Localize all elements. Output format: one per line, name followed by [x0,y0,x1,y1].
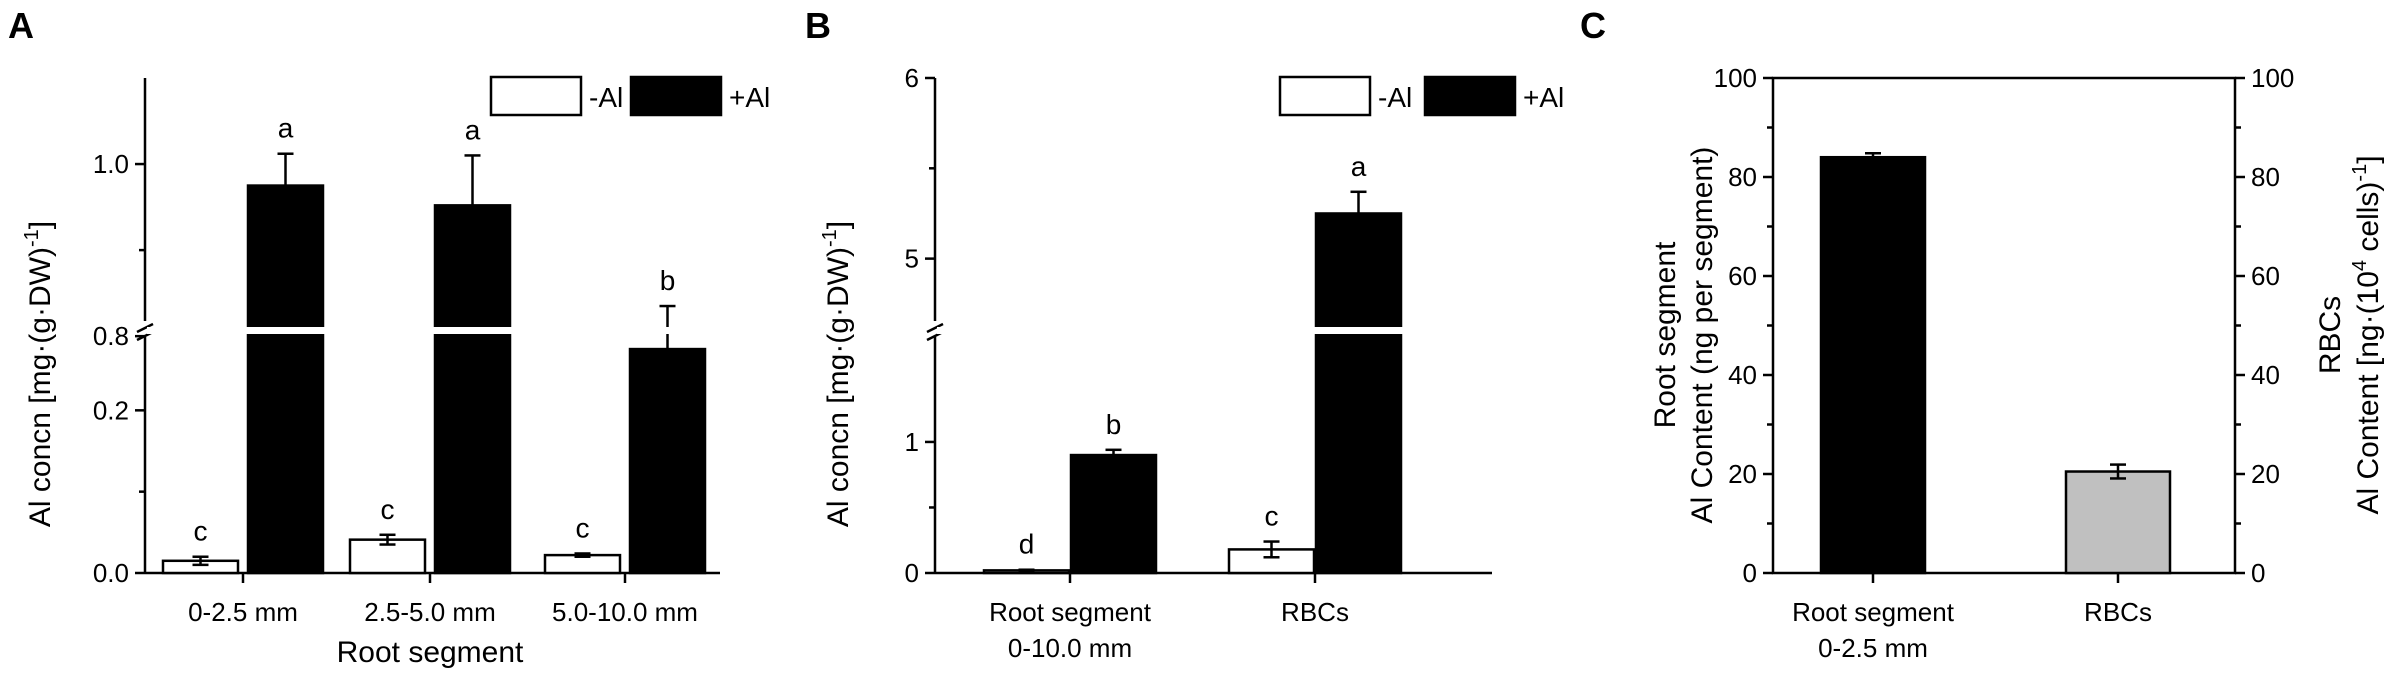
panel-letter-b: B [805,5,831,46]
x-tick-label: Root segment [1792,597,1955,627]
y-tick-label: 60 [1728,261,1757,291]
y-tick-label-right: 0 [2251,558,2265,588]
legend-swatch [1278,75,1372,117]
legend-label: +Al [1523,82,1564,113]
panel-a: Al concn [mg·(g·DW)-1] Root segment [21,221,524,669]
panel-b-y-axis-label: Al concn [mg·(g·DW)-1] [819,221,855,527]
x-tick-sublabel: 0-10.0 mm [1008,633,1132,663]
bar [2064,470,2172,575]
x-tick-label: RBCs [1281,597,1349,627]
legend-swatch [1423,75,1517,117]
bar [246,184,325,575]
significance-letter: b [660,265,676,296]
x-tick-sublabel: 0-2.5 mm [1818,633,1928,663]
axis-break-band [147,327,722,334]
x-tick-label: RBCs [2084,597,2152,627]
legend-swatch [629,75,723,117]
y-tick-label: 20 [1728,459,1757,489]
significance-letter: c [576,512,590,543]
chart-marks: 0.0 0.2 0.8 1.0 0-2.5 mm c a 2.5-5.0 mm c a 5.0-10… [93,63,2295,663]
x-tick-label: 0-2.5 mm [188,597,298,627]
axis-break-band [937,327,1494,334]
bar [628,347,707,575]
significance-letter: a [465,114,481,145]
significance-letter: c [194,516,208,547]
legend-swatch [489,75,583,117]
axis-break-mark [926,322,944,334]
bar [1069,453,1158,575]
y-tick-label-right: 80 [2251,162,2280,192]
significance-letter: c [381,494,395,525]
y-tick-label: 100 [1714,63,1757,93]
x-tick-label: 5.0-10.0 mm [552,597,698,627]
x-tick-label: 2.5-5.0 mm [364,597,496,627]
x-tick-label: Root segment [989,597,1152,627]
y-tick-label: 0 [905,558,919,588]
panel-c-y-axis-label-left-line2: Al Content (ng per segment) [1686,147,1719,524]
axis-break-mark [136,322,154,334]
significance-letter: a [278,113,294,144]
significance-letter: b [1106,409,1122,440]
panel-a-x-axis-label: Root segment [337,636,524,669]
y-tick-label: 0 [1743,558,1757,588]
y-tick-label: 0.0 [93,558,129,588]
significance-letter: d [1019,529,1035,560]
legend-label: -Al [1378,82,1412,113]
panel-letter-c: C [1580,5,1606,46]
y-tick-label: 6 [905,63,919,93]
y-tick-label: 0.8 [93,321,129,351]
y-tick-label: 0.2 [93,395,129,425]
y-tick-label: 5 [905,244,919,274]
y-tick-label-right: 60 [2251,261,2280,291]
panel-a-y-axis-label: Al concn [mg·(g·DW)-1] [21,221,57,527]
y-tick-label-right: 20 [2251,459,2280,489]
panel-c: Root segment Al Content (ng per segment)… [1649,147,2385,524]
legend-label: +Al [729,82,770,113]
legend-label: -Al [589,82,623,113]
y-tick-label: 1 [905,427,919,457]
panel-c-y-axis-label-left-line1: Root segment [1649,241,1682,428]
y-tick-label: 40 [1728,360,1757,390]
y-tick-label-right: 100 [2251,63,2294,93]
bar [1314,212,1403,575]
y-tick-label: 80 [1728,162,1757,192]
y-tick-label-right: 40 [2251,360,2280,390]
bar [433,204,512,575]
panel-c-y-axis-label-right-line1: RBCs [2314,296,2347,374]
panel-letter-a: A [8,5,34,46]
panel-c-y-axis-label-right-line2: Al Content [ng·(104 cells)-1] [2349,155,2385,514]
bar [1819,155,1927,575]
panel-b: Al concn [mg·(g·DW)-1] [819,221,855,527]
significance-letter: a [1351,151,1367,182]
significance-letter: c [1265,501,1279,532]
y-tick-label: 1.0 [93,149,129,179]
